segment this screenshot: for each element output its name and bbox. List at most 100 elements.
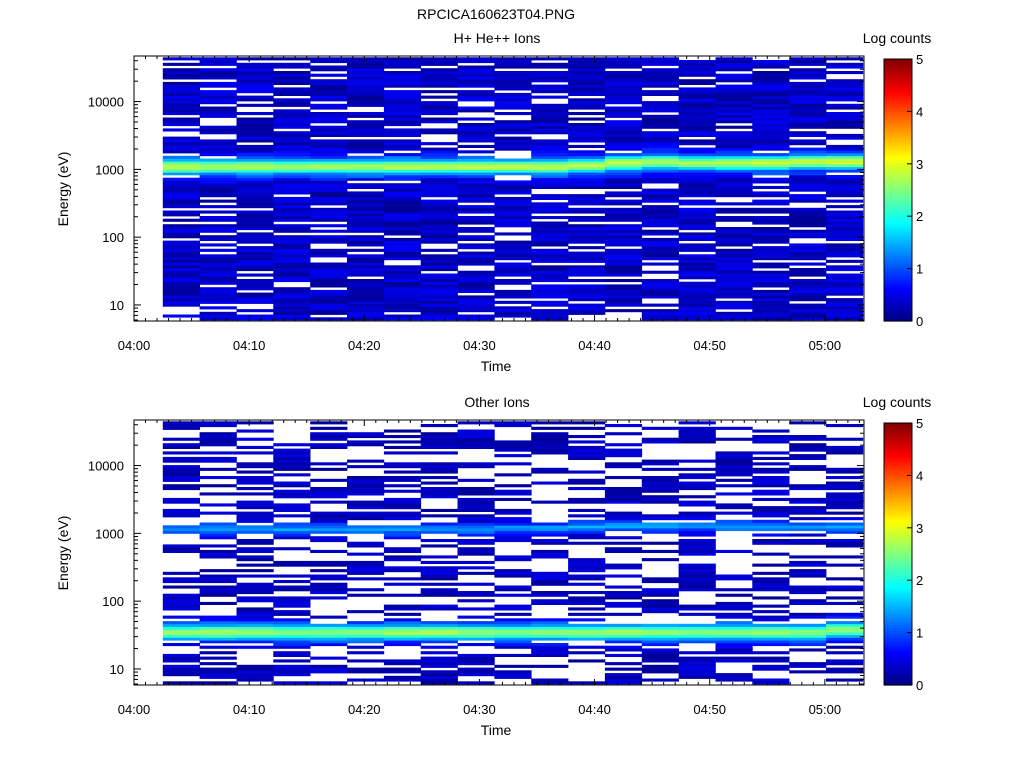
heatmap-cell [236,147,274,151]
heatmap-cell [826,133,864,137]
heatmap-cell [310,87,348,91]
heatmap-cell [273,640,311,644]
heatmap-cell [568,60,606,64]
heatmap-cell [568,161,606,165]
heatmap-cell [383,623,422,627]
heatmap-cell [162,147,200,151]
heatmap-cell [604,448,643,452]
heatmap-cell [826,125,864,129]
heatmap-cell [789,563,827,567]
heatmap-cell [383,71,422,75]
heatmap-cell [789,284,827,288]
heatmap-cell [568,478,606,482]
heatmap-cell [789,254,827,258]
heatmap-cell [568,150,606,154]
heatmap-cell [273,243,311,247]
heatmap-cell [420,295,458,299]
heatmap-cell [715,629,753,633]
heatmap-cell [273,109,311,113]
heatmap-cell [310,279,348,283]
heatmap-cell [568,183,606,187]
heatmap-cell [604,303,643,307]
heatmap-cell [531,287,569,291]
heatmap-cell [310,144,348,148]
heatmap-cell [678,71,716,75]
heatmap-cell [199,555,237,559]
heatmap-cell [273,180,311,184]
heatmap-cell [383,246,422,250]
heatmap-cell [273,270,311,274]
heatmap-cell [347,270,385,274]
colorbar-swatch [884,525,912,529]
heatmap-cell [789,306,827,310]
colorbar-swatch [884,493,912,497]
x-tick-label: 04:30 [463,702,496,717]
heatmap-cell [604,563,643,567]
heatmap-cell [678,588,716,592]
heatmap-cell [826,289,864,293]
heatmap-cell [678,60,716,64]
heatmap-cell [310,248,348,252]
heatmap-cell [678,103,716,107]
heatmap-cell [752,539,790,543]
heatmap-cell [199,640,237,644]
heatmap-cell [604,169,643,173]
heatmap-cell [383,131,422,135]
heatmap-cell [347,281,385,285]
heatmap-cell [752,199,790,203]
heatmap-cell [347,500,385,504]
heatmap-cell [531,128,569,132]
heatmap-cell [236,284,274,288]
heatmap-cell [347,60,385,64]
heatmap-cell [568,298,606,302]
heatmap-cell [789,229,827,233]
heatmap-cell [162,601,200,605]
heatmap-cell [531,232,569,236]
colorbar-swatch [884,472,912,476]
heatmap-cell [347,92,385,96]
heatmap-cell [789,311,827,315]
heatmap-cell [531,131,569,135]
heatmap-cell [236,120,274,124]
heatmap-cell [494,522,532,526]
heatmap-cell [199,153,237,157]
heatmap-cell [162,71,200,75]
heatmap-cell [641,175,679,179]
heatmap-cell [789,270,827,274]
heatmap-cell [568,235,606,239]
heatmap-cell [715,158,753,162]
heatmap-cell [641,172,679,176]
heatmap-cell [199,224,237,228]
heatmap-cell [715,227,753,231]
heatmap-cell [383,191,422,195]
colorbar-swatch [884,451,912,456]
colorbar-swatch [884,294,912,299]
heatmap-cell [568,237,606,241]
colorbar-swatch [884,459,912,463]
panel-h-he-ions: H+ He++ Ions 04:00 04:10 04:20 04:30 04:40 04… [55,30,931,374]
heatmap-cell [604,667,643,671]
heatmap-cell [641,656,679,660]
heatmap-cell [531,623,569,627]
colorbar-swatch [884,574,912,579]
heatmap-cell [162,57,200,61]
heatmap-cell [273,103,311,107]
heatmap-cell [678,246,716,250]
heatmap-cell [236,144,274,148]
colorbar-swatch [884,538,912,542]
heatmap-cell [310,265,348,269]
heatmap-cell [162,227,200,231]
heatmap-cell [752,98,790,102]
heatmap-cell [826,645,864,649]
heatmap-cell [420,185,458,189]
heatmap-cell [310,251,348,255]
heatmap-cell [641,243,679,247]
heatmap-cell [310,519,348,523]
heatmap-cell [531,525,569,529]
heatmap-cell [494,84,532,88]
heatmap-cell [641,528,679,532]
heatmap-cell [236,117,274,121]
heatmap-cell [494,673,532,677]
colorbar-swatch [884,192,912,196]
heatmap-cell [752,522,790,526]
